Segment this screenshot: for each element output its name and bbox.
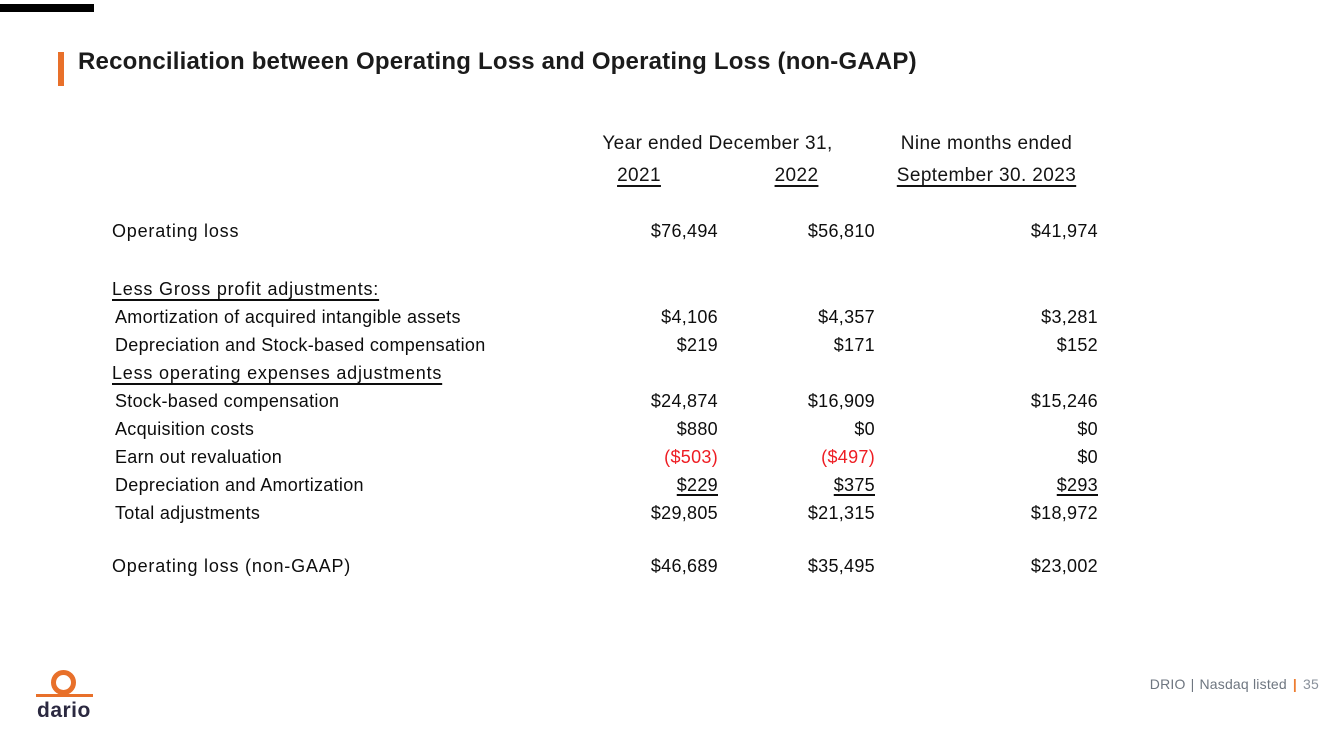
footer-right: DRIO | Nasdaq listed | 35 [1150,676,1319,692]
value-2023: $0 [1077,418,1098,439]
table-row-operating-loss-non-gaap: Operating loss (non-GAAP) $46,689 $35,49… [112,552,1098,580]
header-nine-months: Nine months ended [900,133,1073,154]
value-2022: $4,357 [818,306,875,327]
section-label-text: Less Gross profit adjustments: [112,278,380,299]
footer-listed-label: Nasdaq listed [1199,676,1287,692]
header-2022: 2022 [718,165,875,187]
table-row-stock-based-compensation: Stock-based compensation $24,874 $16,909… [112,387,1098,415]
table-header-row-1: Year ended December 31, Nine months ende… [112,130,1098,158]
value-2022: $56,810 [807,220,875,241]
value-2023: $0 [1077,446,1098,467]
row-label: Acquisition costs [115,418,255,439]
header-sept-2023-label: September 30. 2023 [896,165,1077,186]
value-2022: $21,315 [807,502,875,523]
value-2023: $23,002 [1030,555,1098,576]
value-2022: $0 [854,418,875,439]
table-row-depreciation-amortization: Depreciation and Amortization $229 $375 … [112,471,1098,499]
table-row-earn-out-revaluation: Earn out revaluation ($503) ($497) $0 [112,443,1098,471]
value-2021: $219 [676,334,718,355]
value-2021-negative: ($503) [664,446,718,467]
section-label: Less Gross profit adjustments: [112,279,560,300]
value-2021: $24,874 [650,390,718,411]
value-2022-underlined: $375 [833,474,875,495]
footer-separator-1: | [1190,676,1195,692]
table-row-acquisition-costs: Acquisition costs $880 $0 $0 [112,415,1098,443]
row-label: Operating loss (non-GAAP) [112,555,352,576]
top-edge-bar [0,4,94,12]
footer-ticker: DRIO [1149,676,1186,692]
dario-logo-text: dario [37,699,91,722]
row-label: Depreciation and Stock-based compensatio… [115,334,486,355]
value-2022: $171 [833,334,875,355]
header-sept-2023: September 30. 2023 [875,165,1098,187]
dario-logo-bar [36,694,93,697]
dario-logo: dario [36,669,96,723]
row-label: Operating loss [112,220,240,241]
value-2023: $152 [1056,334,1098,355]
value-2023: $18,972 [1030,502,1098,523]
value-2021: $76,494 [650,220,718,241]
value-2022: $35,495 [807,555,875,576]
section-label-text: Less operating expenses adjustments [112,362,443,383]
value-2023: $15,246 [1030,390,1098,411]
value-2021: $229 [560,475,718,496]
section-label: Less operating expenses adjustments [112,363,560,384]
dario-logo-ring-icon [51,670,76,695]
value-2023: $41,974 [1030,220,1098,241]
table-row-depreciation-sbc: Depreciation and Stock-based compensatio… [112,331,1098,359]
value-2021: $46,689 [650,555,718,576]
value-2022-negative: ($497) [821,446,875,467]
row-label: Amortization of acquired intangible asse… [115,306,461,327]
table-row-operating-loss: Operating loss $76,494 $56,810 $41,974 [112,217,1098,245]
value-2021: $29,805 [650,502,718,523]
value-2021: $880 [676,418,718,439]
table-row-amortization: Amortization of acquired intangible asse… [112,303,1098,331]
table-header-row-2: 2021 2022 September 30. 2023 [112,162,1098,190]
value-2023-underlined: $293 [1056,474,1098,495]
header-2022-label: 2022 [774,165,819,186]
footer-separator-2: | [1292,676,1298,692]
page-title: Reconciliation between Operating Loss an… [78,48,917,75]
header-2021: 2021 [560,165,718,187]
row-label: Earn out revaluation [115,446,283,467]
value-2022: $16,909 [807,390,875,411]
footer-page-number: 35 [1303,676,1319,692]
value-2023: $293 [875,475,1098,496]
value-2023: $3,281 [1041,306,1098,327]
table-section-gross-profit: Less Gross profit adjustments: [112,275,1098,303]
header-2021-label: 2021 [617,165,661,186]
row-label: Depreciation and Amortization [115,474,364,495]
row-label: Stock-based compensation [115,390,340,411]
table-section-operating-expenses: Less operating expenses adjustments [112,359,1098,387]
table-row-total-adjustments: Total adjustments $29,805 $21,315 $18,97… [112,499,1098,527]
value-2021-underlined: $229 [676,474,718,495]
title-accent-bar [58,52,64,86]
value-2022: $375 [718,475,875,496]
header-year-ended: Year ended December 31, [602,133,833,154]
value-2021: $4,106 [661,306,718,327]
row-label: Total adjustments [115,502,261,523]
